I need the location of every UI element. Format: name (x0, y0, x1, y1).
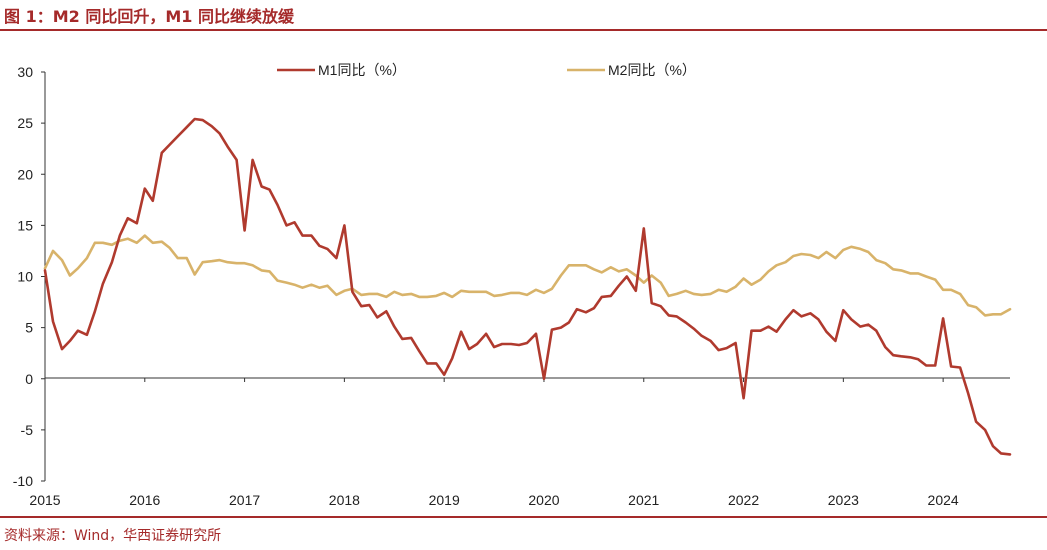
y-tick-label: 25 (17, 115, 33, 131)
x-tick-label: 2015 (29, 492, 60, 508)
series-line-m2 (43, 234, 1012, 317)
chart-legend: M1同比（%） M2同比（%） (277, 62, 696, 78)
legend-label: M2同比（%） (608, 62, 696, 78)
x-tick-label: 2019 (429, 492, 460, 508)
y-tick-label: 30 (17, 64, 33, 80)
x-tick-label: 2016 (129, 492, 160, 508)
x-tick-label: 2017 (229, 492, 260, 508)
legend-label: M1同比（%） (318, 62, 406, 78)
title-underline (0, 29, 1047, 31)
x-tick-label: 2023 (828, 492, 859, 508)
x-axis: 2015 2016 2017 2018 2019 2020 2021 2022 2023 2024 (29, 377, 1010, 508)
y-tick-label: -10 (13, 473, 33, 489)
y-tick-label: 10 (17, 269, 33, 285)
source-note: 资料来源：Wind，华西证券研究所 (4, 528, 222, 544)
x-tick-label: 2021 (628, 492, 659, 508)
x-tick-label: 2020 (528, 492, 559, 508)
series-lines (43, 117, 1012, 456)
series-line-m1 (43, 117, 1012, 456)
bottom-rule (0, 516, 1047, 518)
y-tick-label: 15 (17, 217, 33, 233)
y-tick-label: 0 (25, 371, 33, 387)
x-tick-label: 2022 (728, 492, 759, 508)
y-tick-label: 5 (25, 320, 33, 336)
figure-title: 图 1：M2 同比回升，M1 同比继续放缓 (4, 7, 294, 26)
y-tick-label: 20 (17, 166, 33, 182)
y-tick-label: -5 (21, 422, 34, 438)
x-tick-label: 2018 (329, 492, 360, 508)
x-tick-label: 2024 (928, 492, 959, 508)
y-axis: -10 -5 0 5 10 15 20 25 30 (13, 64, 46, 489)
